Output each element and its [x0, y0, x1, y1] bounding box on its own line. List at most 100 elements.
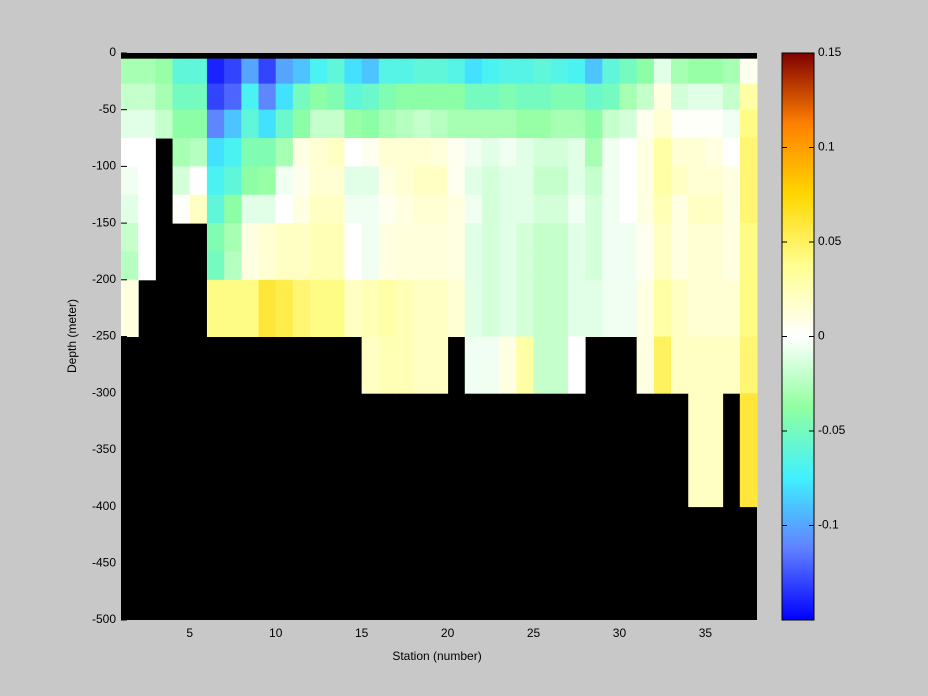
heatmap-cell	[550, 279, 569, 337]
heatmap-cell	[327, 279, 345, 337]
heatmap-cell	[430, 279, 449, 337]
heatmap-cell	[430, 83, 449, 111]
heatmap-cell	[206, 58, 225, 85]
y-tick-label: 0	[109, 45, 116, 59]
heatmap-cell	[189, 166, 208, 196]
heatmap-cell	[138, 223, 156, 252]
heatmap-cell	[550, 166, 569, 196]
x-axis-label: Station (number)	[392, 649, 481, 663]
heatmap-cell	[550, 109, 569, 139]
heatmap-cell	[688, 223, 706, 252]
heatmap-cell	[653, 336, 672, 394]
heatmap-cell	[653, 279, 672, 337]
heatmap-cell	[671, 58, 689, 85]
heatmap-cell	[567, 251, 586, 281]
heatmap-cell	[481, 138, 500, 167]
heatmap-cell	[327, 166, 345, 196]
heatmap-cell	[378, 166, 397, 196]
heatmap-cell	[292, 166, 311, 196]
heatmap-cell	[447, 109, 466, 139]
heatmap-cell	[378, 138, 397, 167]
heatmap-cell	[447, 251, 466, 281]
heatmap-cell	[619, 109, 638, 139]
heatmap-cell	[739, 138, 758, 167]
heatmap-cell	[447, 223, 466, 252]
heatmap-cell	[464, 83, 483, 111]
heatmap-cell	[705, 83, 724, 111]
heatmap-cell	[310, 194, 328, 224]
heatmap-cell	[481, 58, 500, 85]
heatmap-cell	[567, 194, 586, 224]
heatmap-cell	[378, 58, 397, 85]
y-tick-label: -300	[92, 385, 116, 399]
heatmap-cell	[206, 279, 225, 337]
y-tick-label: -250	[92, 329, 116, 343]
heatmap-cell	[705, 109, 724, 139]
heatmap-cell	[671, 279, 689, 337]
heatmap-cell	[430, 336, 449, 394]
heatmap-cell	[722, 166, 741, 196]
heatmap-cell	[413, 138, 431, 167]
heatmap-cell	[224, 251, 242, 281]
heatmap-cell	[533, 138, 552, 167]
y-tick-label: -50	[99, 102, 117, 116]
heatmap-cell	[653, 251, 672, 281]
heatmap-cell	[258, 279, 277, 337]
heatmap-cell	[189, 138, 208, 167]
y-axis-label: Depth (meter)	[65, 299, 79, 373]
heatmap-cell	[481, 279, 500, 337]
heatmap-cell	[138, 138, 156, 167]
heatmap-cell	[533, 58, 552, 85]
heatmap-cell	[206, 166, 225, 196]
x-tick-label: 30	[613, 626, 627, 640]
heatmap-cell	[671, 138, 689, 167]
heatmap-cell	[688, 279, 706, 337]
heatmap-cell	[138, 251, 156, 281]
heatmap-cell	[722, 279, 741, 337]
heatmap-cell	[636, 109, 655, 139]
heatmap-cell	[378, 251, 397, 281]
heatmap-cell	[481, 166, 500, 196]
heatmap-cell	[499, 223, 517, 252]
heatmap-cell	[396, 279, 414, 337]
heatmap	[121, 58, 758, 508]
heatmap-cell	[619, 194, 638, 224]
heatmap-cell	[396, 58, 414, 85]
heatmap-cell	[292, 58, 311, 85]
heatmap-cell	[258, 138, 277, 167]
heatmap-cell	[567, 138, 586, 167]
heatmap-cell	[636, 166, 655, 196]
heatmap-cell	[310, 58, 328, 85]
heatmap-cell	[619, 251, 638, 281]
colorbar-tick-label: 0.05	[818, 234, 842, 248]
heatmap-cell	[481, 251, 500, 281]
heatmap-cell	[344, 194, 363, 224]
heatmap-cell	[705, 251, 724, 281]
heatmap-cell	[396, 251, 414, 281]
heatmap-cell	[344, 223, 363, 252]
heatmap-cell	[206, 83, 225, 111]
heatmap-cell	[292, 279, 311, 337]
heatmap-cell	[292, 138, 311, 167]
heatmap-cell	[739, 109, 758, 139]
heatmap-cell	[533, 336, 552, 394]
heatmap-cell	[550, 138, 569, 167]
heatmap-cell	[671, 194, 689, 224]
heatmap-cell	[567, 166, 586, 196]
colorbar	[781, 52, 815, 621]
heatmap-cell	[241, 223, 260, 252]
heatmap-cell	[121, 223, 139, 252]
heatmap-cell	[464, 194, 483, 224]
heatmap-cell	[671, 223, 689, 252]
heatmap-cell	[653, 109, 672, 139]
heatmap-cell	[258, 109, 277, 139]
heatmap-cell	[413, 223, 431, 252]
heatmap-cell	[413, 251, 431, 281]
heatmap-cell	[602, 58, 620, 85]
heatmap-cell	[258, 83, 277, 111]
heatmap-cell	[224, 223, 242, 252]
heatmap-cell	[688, 58, 706, 85]
heatmap-cell	[327, 223, 345, 252]
heatmap-cell	[739, 279, 758, 337]
heatmap-cell	[413, 194, 431, 224]
